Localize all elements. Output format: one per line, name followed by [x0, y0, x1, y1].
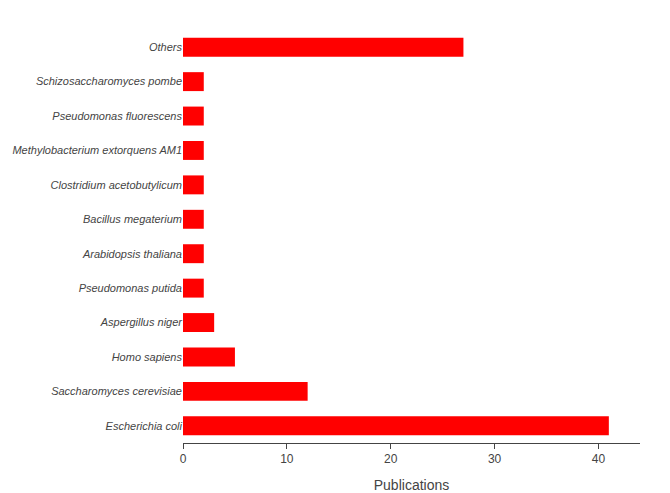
svg-text:Aspergillus niger: Aspergillus niger: [100, 316, 184, 328]
svg-text:30: 30: [488, 452, 502, 466]
svg-text:Publications: Publications: [374, 477, 450, 493]
svg-text:0: 0: [180, 452, 187, 466]
svg-text:Others: Others: [149, 41, 183, 53]
svg-text:Methylobacterium extorquens AM: Methylobacterium extorquens AM1: [12, 144, 182, 156]
svg-text:Schizosaccharomyces pombe: Schizosaccharomyces pombe: [36, 75, 182, 87]
svg-text:Clostridium acetobutylicum: Clostridium acetobutylicum: [51, 179, 182, 191]
svg-text:Escherichia coli: Escherichia coli: [106, 420, 183, 432]
svg-text:Pseudomonas putida: Pseudomonas putida: [79, 282, 182, 294]
svg-text:20: 20: [384, 452, 398, 466]
svg-text:Saccharomyces cerevisiae: Saccharomyces cerevisiae: [51, 385, 182, 397]
svg-text:Arabidopsis thaliana: Arabidopsis thaliana: [82, 248, 182, 260]
svg-text:Bacillus megaterium: Bacillus megaterium: [83, 213, 182, 225]
svg-text:Pseudomonas fluorescens: Pseudomonas fluorescens: [52, 110, 182, 122]
svg-text:40: 40: [592, 452, 606, 466]
svg-text:10: 10: [280, 452, 294, 466]
svg-text:Homo sapiens: Homo sapiens: [112, 351, 183, 363]
